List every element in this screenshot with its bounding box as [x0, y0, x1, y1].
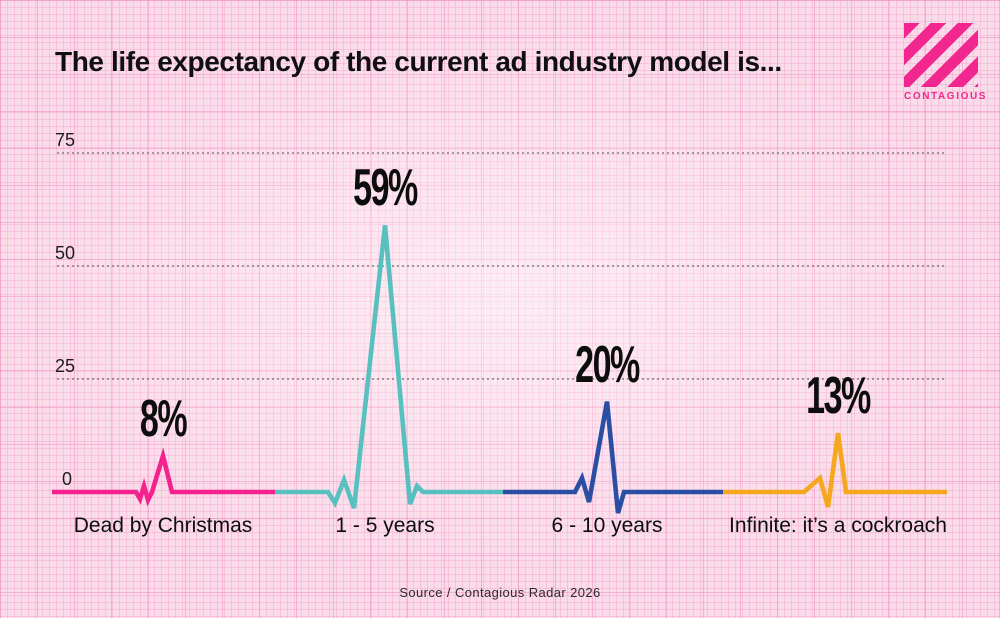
ecg-line-2: [503, 401, 723, 514]
y-tick-label-50: 50: [55, 243, 76, 263]
value-label-2: 20%: [575, 334, 640, 393]
category-label-0: Dead by Christmas: [73, 514, 253, 537]
value-label-3: 13%: [806, 366, 871, 425]
ecg-line-3: [723, 432, 947, 508]
y-tick-label-25: 25: [55, 356, 76, 376]
category-label-1: 1 - 5 years: [335, 514, 435, 537]
category-label-2: 6 - 10 years: [551, 514, 663, 537]
value-label-0: 8%: [139, 388, 188, 448]
ecg-line-0: [52, 447, 275, 507]
source-note: Source / Contagious Radar 2026: [399, 585, 601, 600]
page-title: The life expectancy of the current ad in…: [55, 46, 782, 77]
value-label-1: 59%: [353, 158, 418, 217]
contagious-logo: CONTAGIOUS: [904, 23, 988, 102]
contagious-logo-icon: [904, 23, 978, 87]
contagious-logo-text: CONTAGIOUS: [904, 91, 988, 102]
category-label-3: Infinite: it’s a cockroach: [729, 514, 947, 537]
ecg-line-1: [275, 225, 503, 509]
y-tick-label-0: 0: [62, 469, 73, 489]
y-tick-label-75: 75: [55, 130, 76, 150]
